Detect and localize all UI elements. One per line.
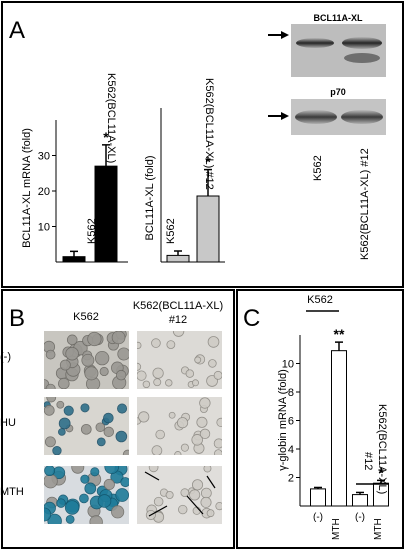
chart-a-left-cat-0: K562 <box>86 218 98 244</box>
chart-2-ytick-label-0: 2 <box>288 473 294 485</box>
blot-arrowhead-0 <box>281 31 289 39</box>
blot-lane-0: K562 <box>312 155 324 181</box>
chart-a-mid-cat-0: K562 <box>165 218 177 244</box>
chart-a-mid: BCL11A-XL (fold) * K562 K562(BCL11A-XL) … <box>144 78 225 263</box>
chart-c-ylabel: γ-globin mRNA (fold) <box>277 369 289 470</box>
panel-b-col-2: #12 <box>169 314 187 326</box>
chart-2-ytick-label-4: 10 <box>282 359 294 371</box>
chart-a-left-cat-1: K562(BCL11A-XL) #12 <box>105 73 117 185</box>
chart-2-ytick-label-2: 6 <box>288 416 294 428</box>
chart-c-cat-1: MTH <box>331 518 342 540</box>
chart-0-sig-1: * <box>103 129 109 145</box>
blot-band-xl12-lower <box>344 53 380 63</box>
chart-a-left: BCL11A-XL mRNA (fold) 10 20 30 * K562 K562… <box>21 73 128 263</box>
chart-a-left-ylabel: BCL11A-XL mRNA (fold) <box>21 128 33 248</box>
chart-2-ytick-label-1: 4 <box>288 444 294 456</box>
blot-band-k562-p70 <box>295 110 337 124</box>
chart-c-cat-2: (-) <box>355 512 365 523</box>
chart-1-sig-1: * <box>205 154 211 170</box>
chart-c-group2-label-1: K562(BCL11A-XL) <box>376 404 388 494</box>
panel-c-letter: C <box>243 305 260 332</box>
chart-2-bar-2 <box>352 494 368 507</box>
chart-0-ytick-label-1: 20 <box>38 186 50 198</box>
chart-c-cat-3: MTH <box>373 518 384 540</box>
chart-0-ytick-label-2: 30 <box>38 151 50 163</box>
chart-2-sig-1: ** <box>334 326 345 342</box>
blot-strip-0 <box>291 24 386 77</box>
western-blot: BCL11A-XL p70 K562 K562(BCL11A-XL) #12 <box>268 13 386 260</box>
panel-b-col-1: K562(BCL11A-XL) <box>133 300 223 312</box>
blot-band-label-1: p70 <box>330 87 346 97</box>
blot-band-xl12-p70 <box>341 110 383 124</box>
chart-c-group2-label-2: #12 <box>362 452 374 470</box>
panel-c-frame <box>236 289 404 549</box>
panel-a-frame <box>1 1 404 288</box>
blot-arrowhead-1 <box>281 112 289 120</box>
blot-band-k562-xl <box>296 38 334 48</box>
chart-2-sig-3: * <box>378 464 384 480</box>
chart-2-ytick-label-3: 8 <box>288 387 294 399</box>
panel-b-letter: B <box>9 305 25 332</box>
panel-b-frame <box>1 289 235 549</box>
panel-b-col-0: K562 <box>73 311 99 323</box>
blot-lane-1: K562(BCL11A-XL) #12 <box>359 148 371 260</box>
chart-0-ytick-label-0: 10 <box>38 222 50 234</box>
chart-1-bar-1 <box>196 195 220 263</box>
chart-a-mid-cat-1: K562(BCL11A-XL) #12 <box>203 78 215 190</box>
chart-c-cat-0: (-) <box>313 512 323 523</box>
chart-1-bar-0 <box>166 254 190 263</box>
chart-0-bar-0 <box>62 256 86 263</box>
chart-2-bar-0 <box>310 488 326 507</box>
chart-c-group1-label: K562 <box>307 294 333 306</box>
chart-a-mid-ylabel: BCL11A-XL (fold) <box>144 156 156 241</box>
blot-band-label-0: BCL11A-XL <box>313 13 363 23</box>
blot-band-xl12-xl <box>342 37 382 49</box>
panel-a-letter: A <box>9 17 25 44</box>
chart-2-bar-1 <box>331 350 347 507</box>
